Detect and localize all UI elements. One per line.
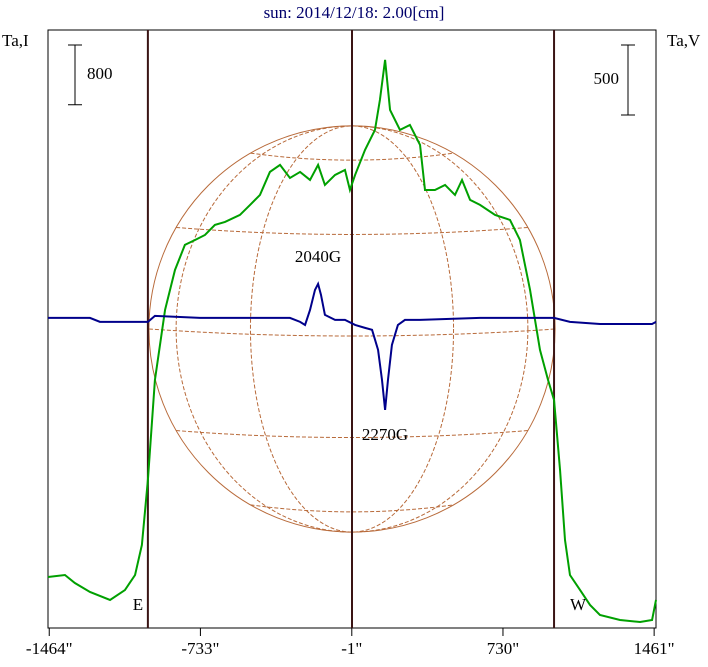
equator xyxy=(148,328,556,337)
scale-bar-label: 500 xyxy=(594,69,620,88)
y2-axis-label: Ta,V xyxy=(667,31,701,50)
annotation: 2270G xyxy=(362,425,408,444)
parallel xyxy=(250,504,454,513)
x-tick-label: -733" xyxy=(181,639,219,658)
parallel xyxy=(250,152,454,161)
annotation: E xyxy=(133,595,143,614)
y-axis-label: Ta,I xyxy=(2,31,29,50)
data-line xyxy=(47,59,657,624)
annotation: 2040G xyxy=(295,247,341,266)
meridian xyxy=(249,125,455,533)
x-tick-label: -1464" xyxy=(26,639,73,658)
scale-bar xyxy=(621,44,635,116)
data-line xyxy=(48,281,657,411)
chart-title: sun: 2014/12/18: 2.00[cm] xyxy=(264,3,445,22)
x-tick-label: 1461" xyxy=(634,639,675,658)
scale-bar-label: 800 xyxy=(87,64,113,83)
x-tick-label: -1" xyxy=(341,639,362,658)
scale-bar xyxy=(68,44,82,106)
annotation: W xyxy=(570,595,587,614)
x-tick-label: 730" xyxy=(487,639,519,658)
